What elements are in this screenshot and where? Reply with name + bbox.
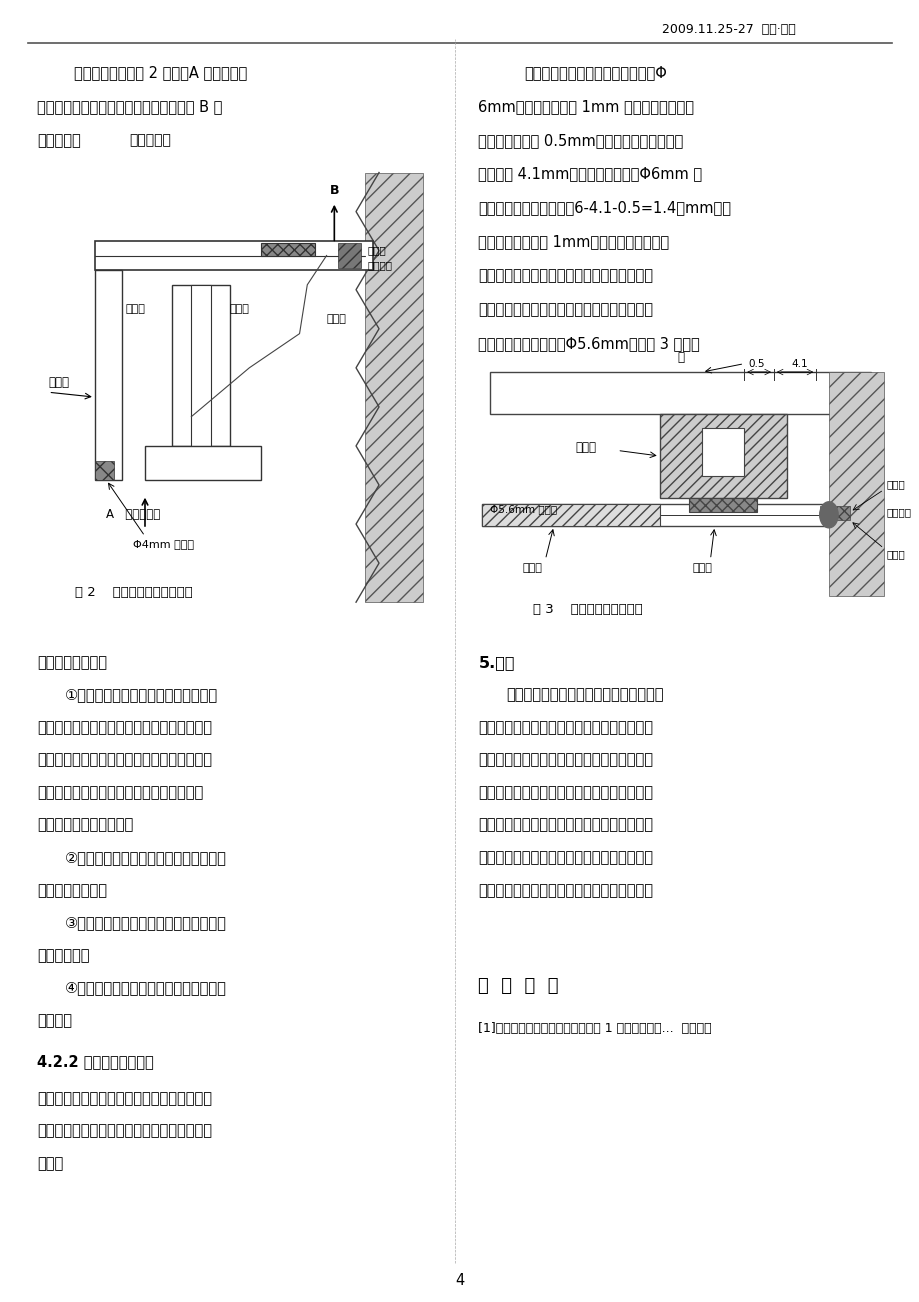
Text: 皮条时，计算压紧量为：6-4.1-0.5=1.4（mm），: 皮条时，计算压紧量为：6-4.1-0.5=1.4（mm），	[478, 201, 731, 216]
Text: 保护罩: 保护罩	[49, 376, 69, 389]
Text: 圈钢筋压条。: 圈钢筋压条。	[37, 948, 89, 963]
Text: Φ4mm 橡皮条: Φ4mm 橡皮条	[133, 539, 194, 548]
Text: 保护罩: 保护罩	[522, 562, 542, 573]
Text: B: B	[329, 184, 339, 197]
Text: 措施是有效的。本次主轴密封改造由于未对加: 措施是有效的。本次主轴密封改造由于未对加	[478, 753, 652, 768]
Text: 转动环: 转动环	[230, 305, 250, 314]
Bar	[191, 285, 210, 445]
Text: 槽深度为 4.1mm，按设计要求加装Φ6mm 橡: 槽深度为 4.1mm，按设计要求加装Φ6mm 橡	[478, 167, 702, 182]
Bar	[490, 372, 870, 414]
Bar	[172, 285, 230, 445]
Text: 致使密封圈卡死。经与现场主轴密封设计人员: 致使密封圈卡死。经与现场主轴密封设计人员	[478, 302, 652, 318]
Bar	[482, 504, 659, 526]
Text: [1]机械加工工艺手册（第二版）第 1 卷工艺基础卷...  机械工业: [1]机械加工工艺手册（第二版）第 1 卷工艺基础卷... 机械工业	[478, 1022, 711, 1035]
Text: 图 2    保护罩漏水处理示意图: 图 2 保护罩漏水处理示意图	[75, 586, 193, 599]
Text: 可使缠绕于轴上的涤玻绳干燥后更加结实耐: 可使缠绕于轴上的涤玻绳干燥后更加结实耐	[37, 785, 203, 801]
Text: 麻花状，且浸过甲泵和环氧化合物，这样处理: 麻花状，且浸过甲泵和环氧化合物，这样处理	[37, 753, 211, 768]
Text: 明显大于设计要求 1mm，说明密封槽深度没: 明显大于设计要求 1mm，说明密封槽深度没	[478, 234, 669, 250]
Circle shape	[819, 501, 837, 527]
Text: 图 3    密封圈卡死处理示意: 图 3 密封圈卡死处理示意	[532, 604, 641, 616]
Text: 钢筋条: 钢筋条	[367, 246, 385, 255]
Text: 偏大，压紧量超出设计要求，望同行技术人员: 偏大，压紧量超出设计要求，望同行技术人员	[478, 818, 652, 833]
Text: 4: 4	[455, 1273, 464, 1289]
Text: 环氧树脂: 环氧树脂	[885, 506, 910, 517]
Text: 具体处理方案为：: 具体处理方案为：	[37, 655, 107, 671]
Text: 密封圈两侧橡胶密封条设计要求为Φ: 密封圈两侧橡胶密封条设计要求为Φ	[524, 65, 666, 81]
Text: 水由此流出: 水由此流出	[129, 133, 171, 147]
Bar	[688, 499, 756, 512]
Text: 配好的环氧树脂。: 配好的环氧树脂。	[37, 883, 107, 898]
Text: Φ5.6mm 橡皮条: Φ5.6mm 橡皮条	[490, 504, 557, 514]
Text: 涤玻绳: 涤玻绳	[326, 314, 346, 324]
Text: 蜡后的自制涤玻绳盘根，涤玻绳需事先编织成: 蜡后的自制涤玻绳盘根，涤玻绳需事先编织成	[37, 720, 211, 736]
Bar	[338, 243, 361, 268]
Text: 部点焊。: 部点焊。	[37, 1013, 72, 1029]
Text: ④检查保护罩所有固定螺栓都打紧后，全: ④检查保护罩所有固定螺栓都打紧后，全	[64, 980, 226, 996]
Text: ③待环氧树脂完全凝固后，在上面点焊一: ③待环氧树脂完全凝固后，在上面点焊一	[64, 915, 226, 931]
Text: 漏水明显减少，且在允许范围之内，说明处理: 漏水明显减少，且在允许范围之内，说明处理	[478, 720, 652, 736]
Text: 0.5: 0.5	[748, 359, 765, 370]
Bar	[701, 428, 743, 475]
Text: A   水由此流入: A 水由此流入	[107, 508, 161, 521]
Text: 钢筋条: 钢筋条	[885, 479, 903, 490]
Bar	[365, 172, 423, 602]
Text: 主轴密封处理后再次进行开机试验，发现: 主轴密封处理后再次进行开机试验，发现	[505, 687, 663, 703]
Bar	[145, 445, 261, 480]
Text: 涤玻绳: 涤玻绳	[885, 549, 903, 559]
Text: 4.2.2 密封圈漏水处理：: 4.2.2 密封圈漏水处理：	[37, 1055, 153, 1070]
Text: 配合设计间隙为 0.5mm，现场实测橡皮条密封: 配合设计间隙为 0.5mm，现场实测橡皮条密封	[478, 133, 683, 148]
Bar	[659, 414, 786, 499]
Bar	[482, 504, 870, 526]
Text: 环氧树脂: 环氧树脂	[367, 260, 391, 271]
Text: 商讨后，将密封条改为Φ5.6mm，如图 3 所示。: 商讨后，将密封条改为Φ5.6mm，如图 3 所示。	[478, 336, 699, 352]
Text: 的方法为技术人员自行探索实践的，简单、实: 的方法为技术人员自行探索实践的，简单、实	[478, 883, 652, 898]
Text: 价值。: 价值。	[37, 1156, 63, 1172]
Text: 密封圈: 密封圈	[574, 441, 596, 454]
Text: ②待轴上涤玻绳干燥后，在上面均匀浸入: ②待轴上涤玻绳干燥后，在上面均匀浸入	[64, 850, 226, 866]
Text: 下具有一定通用性，及其有一定的借鉴和推广: 下具有一定通用性，及其有一定的借鉴和推广	[37, 1124, 211, 1139]
Text: 2009.11.25-27  中国·天津: 2009.11.25-27 中国·天津	[662, 23, 795, 36]
Bar	[261, 243, 314, 255]
Bar	[95, 461, 114, 480]
Bar	[95, 271, 121, 480]
Bar	[95, 241, 372, 271]
Text: 5.结语: 5.结语	[478, 655, 515, 671]
Text: 有加工到设计要求，造成密封条压紧量过大，: 有加工到设计要求，造成密封条压紧量过大，	[478, 268, 652, 284]
Text: 保护罩: 保护罩	[126, 305, 145, 314]
Text: ①在保护罩和主轴间隙处先缠绕一圈脱: ①在保护罩和主轴间隙处先缠绕一圈脱	[64, 687, 217, 703]
Bar	[828, 372, 883, 596]
Text: 用的处理措施，不对主体结构进行改变的情况: 用的处理措施，不对主体结构进行改变的情况	[37, 1091, 211, 1107]
Text: 转动环: 转动环	[691, 562, 711, 573]
Text: 进行封堵。: 进行封堵。	[37, 133, 81, 148]
Text: 引鉴。其中保护罩进水处理无经验可循，采用: 引鉴。其中保护罩进水处理无经验可循，采用	[478, 850, 652, 866]
Text: 设计原因，处理困难，考虑从漏水出口即 B 处: 设计原因，处理困难，考虑从漏水出口即 B 处	[37, 99, 221, 115]
Text: 6mm，设计压紧量为 1mm 左右，密封圈与槽: 6mm，设计压紧量为 1mm 左右，密封圈与槽	[478, 99, 694, 115]
Text: 轴: 轴	[676, 350, 684, 363]
Text: 参  考  文  献: 参 考 文 献	[478, 976, 559, 995]
Text: 保护罩下止口如图 2 所示，A 处进水处属: 保护罩下止口如图 2 所示，A 处进水处属	[74, 65, 246, 81]
Bar	[820, 506, 849, 521]
Text: 用，且有一定的预紧量。: 用，且有一定的预紧量。	[37, 818, 133, 833]
Text: 4.1: 4.1	[790, 359, 807, 370]
Text: 工尺寸进行核对，造成按设计安装密封条实际: 工尺寸进行核对，造成按设计安装密封条实际	[478, 785, 652, 801]
